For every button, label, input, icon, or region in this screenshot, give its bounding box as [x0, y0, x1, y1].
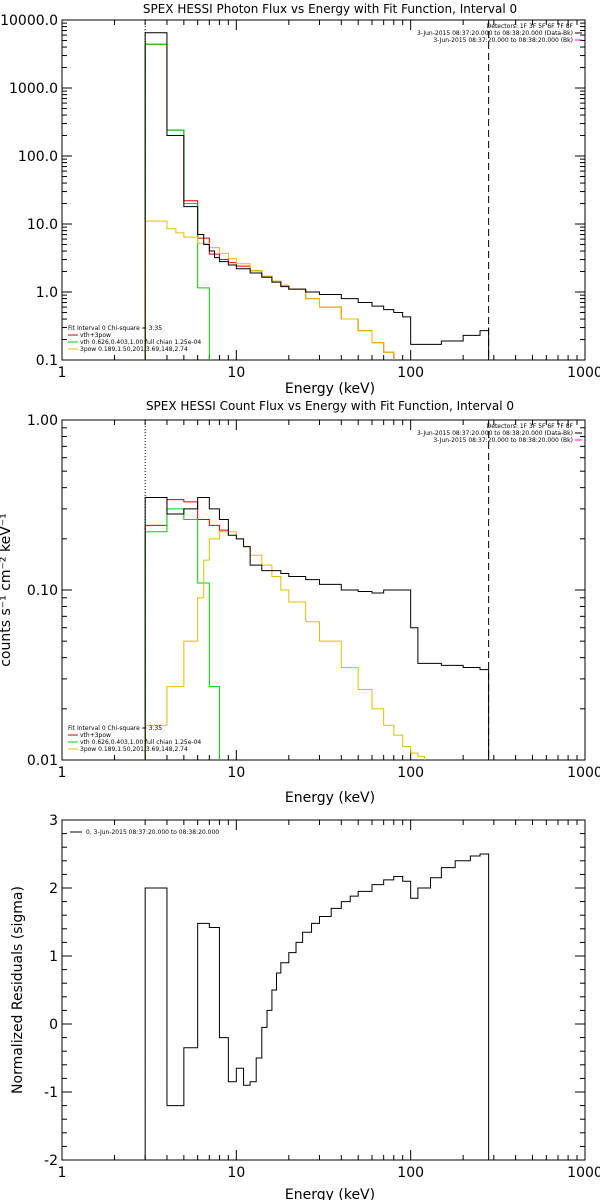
legend-bottom-left-entry: Fit Interval 0 Chi-square = 3.35 — [68, 725, 162, 732]
legend-bottom-left-entry: vth+3pow — [80, 732, 111, 739]
legend-bottom-left-entry: 3pow 0.189,1.50,201,3.69,148,2.74 — [80, 746, 188, 753]
y-tick-label: 0.10 — [27, 583, 58, 599]
count-flux-y-label: counts s⁻¹ cm⁻² keV⁻¹ — [0, 513, 14, 667]
series-power_law — [144, 220, 395, 360]
y-tick-label: 0 — [49, 1017, 58, 1033]
legend-top-left-entry: 0. 3-Jun-2015 08:37:20.000 to 08:38:20.0… — [86, 829, 219, 836]
series-data — [144, 497, 490, 760]
plot-frame — [61, 419, 586, 761]
legend-top-right-entry: Detectors: 1F 3F 5F 6F 7F 8F — [487, 423, 574, 430]
y-tick-label: 0.1 — [36, 353, 58, 369]
x-tick-label: 100 — [397, 1165, 424, 1181]
count-flux-panel: SPEX HESSI Count Flux vs Energy with Fit… — [0, 399, 600, 806]
series-thermal — [144, 508, 220, 760]
legend-bottom-left-entry: vth 0.626,0.403,1.00 full chian 1.25e-04 — [80, 739, 201, 746]
series-data — [144, 32, 490, 360]
y-tick-label: 2 — [49, 881, 58, 897]
y-tick-label: 10000.0 — [0, 13, 58, 29]
plot-area — [144, 420, 490, 760]
series-thermal — [144, 43, 210, 360]
count-flux-title: SPEX HESSI Count Flux vs Energy with Fit… — [146, 399, 514, 413]
legend-bottom-left-entry: vth 0.626,0.403,1.00 full chian 1.25e-04 — [80, 339, 201, 346]
residuals-panel: Energy (keV) Normalized Residuals (sigma… — [10, 813, 600, 1203]
plot-frame — [61, 819, 586, 1161]
plot-area — [144, 853, 490, 1160]
x-tick-label: 1 — [58, 765, 67, 781]
x-tick-label: 1 — [58, 1165, 67, 1181]
legend-top-right-entry: 3-Jun-2015 08:37:20.000 to 08:38:20.000 … — [417, 30, 573, 37]
y-tick-label: 100.0 — [18, 149, 58, 165]
x-tick-label: 10 — [227, 1165, 245, 1181]
residuals-y-label: Normalized Residuals (sigma) — [10, 886, 26, 1094]
x-tick-label: 10 — [227, 765, 245, 781]
y-tick-label: 1.0 — [36, 285, 58, 301]
legend-top-right-entry: 3-Jun-2015 08:37:20.000 to 08:38:20.000 … — [433, 37, 573, 44]
x-tick-label: 1 — [58, 365, 67, 381]
plot-frame — [61, 19, 586, 361]
y-tick-label: 3 — [49, 813, 58, 829]
x-tick-label: 10 — [227, 365, 245, 381]
y-tick-label: 10.0 — [27, 217, 58, 233]
y-tick-label: -2 — [44, 1153, 58, 1169]
legend-top-right-entry: 3-Jun-2015 08:37:20.000 to 08:38:20.000 … — [417, 430, 573, 437]
residuals-x-label: Energy (keV) — [285, 1187, 375, 1200]
series-total — [144, 43, 395, 360]
y-tick-label: 0.01 — [27, 753, 58, 769]
x-tick-label: 1000 — [567, 1165, 600, 1181]
series-power_law — [144, 531, 425, 760]
x-tick-label: 100 — [397, 765, 424, 781]
legend-top-right-entry: Detectors: 1F 3F 5F 6F 7F 8F — [487, 23, 574, 30]
series-residual — [144, 853, 490, 1160]
y-tick-label: 1 — [49, 949, 58, 965]
y-tick-label: -1 — [44, 1085, 58, 1101]
legend-bottom-left-entry: 3pow 0.189,1.50,201,3.69,148,2.74 — [80, 346, 188, 353]
count-flux-x-label: Energy (keV) — [285, 790, 375, 806]
legend-bottom-left-entry: Fit Interval 0 Chi-square = 3.35 — [68, 325, 162, 332]
photon-flux-x-label: Energy (keV) — [285, 381, 375, 397]
legend-top-right-entry: 3-Jun-2015 08:37:20.000 to 08:38:20.000 … — [433, 437, 573, 444]
plot-area — [144, 20, 490, 360]
photon-flux-title: SPEX HESSI Photon Flux vs Energy with Fi… — [143, 2, 517, 16]
y-tick-label: 1000.0 — [9, 81, 58, 97]
x-tick-label: 1000 — [567, 765, 600, 781]
x-tick-label: 100 — [397, 365, 424, 381]
x-tick-label: 1000 — [567, 365, 600, 381]
y-tick-label: 1.00 — [27, 413, 58, 429]
photon-flux-panel: SPEX HESSI Photon Flux vs Energy with Fi… — [0, 2, 600, 397]
legend-bottom-left-entry: vth+3pow — [80, 332, 111, 339]
